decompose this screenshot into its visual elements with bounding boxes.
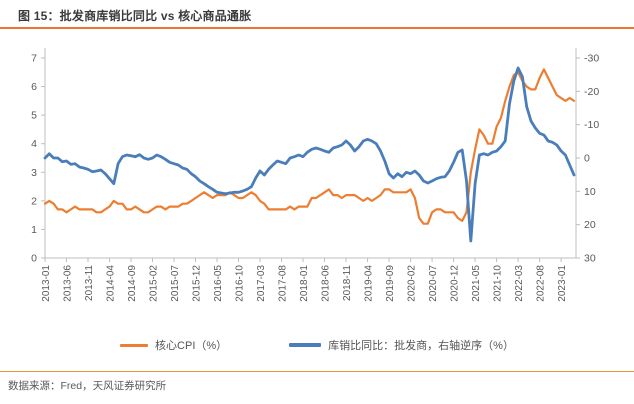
x-tick-label: 2018-06	[321, 265, 332, 302]
y-right-tick-label: 20	[584, 219, 596, 231]
y-left-tick-label: 0	[31, 253, 37, 265]
x-tick-label: 2022-08	[536, 265, 547, 302]
legend-swatch-core-cpi	[120, 343, 149, 347]
x-tick-label: 2016-05	[213, 265, 224, 302]
line-core-cpi	[43, 68, 576, 225]
y-axis-right-ticks: -30 -20 -10 0 10 20 30	[576, 53, 599, 265]
footer-rule	[0, 371, 634, 372]
y-left-tick-label: 6	[31, 81, 37, 93]
x-tick-label: 2019-09	[385, 265, 396, 302]
x-tick-label: 2019-04	[364, 265, 375, 302]
x-tick-label: 2021-05	[471, 265, 482, 302]
axes	[44, 48, 577, 259]
x-tick-label: 2013-01	[41, 265, 52, 302]
legend-label-core-cpi: 核心CPI（%）	[155, 340, 228, 352]
y-left-tick-label: 5	[31, 110, 37, 122]
series-lines	[43, 66, 576, 243]
y-right-tick-label: -20	[584, 86, 599, 98]
x-tick-label: 2013-11	[84, 265, 95, 301]
y-left-tick-label: 2	[31, 195, 37, 207]
y-left-tick-label: 3	[31, 167, 37, 179]
x-tick-label: 2020-02	[407, 265, 418, 302]
y-left-tick-label: 4	[31, 138, 37, 150]
x-tick-label: 2016-10	[235, 265, 246, 302]
y-right-tick-label: 30	[584, 253, 596, 265]
header-rule	[0, 27, 634, 29]
line-inventory-sales-yoy	[43, 66, 576, 243]
x-tick-label: 2015-07	[170, 265, 181, 302]
figure-title: 图 15：批发商库销比同比 vs 核心商品通胀	[18, 9, 252, 23]
x-tick-label: 2023-01	[557, 265, 568, 302]
y-right-tick-label: -10	[584, 119, 599, 131]
x-tick-label: 2014-09	[127, 265, 138, 302]
y-left-tick-label: 1	[31, 224, 37, 236]
x-axis-ticks: 2013-01 2013-06 2013-11 2014-04 2014-09 2015-…	[41, 258, 568, 302]
y-right-tick-label: 10	[584, 186, 596, 198]
x-tick-label: 2018-11	[342, 265, 353, 301]
y-axis-left-ticks: 0 1 2 3 4 5 6 7	[31, 53, 45, 265]
x-tick-label: 2020-12	[450, 265, 461, 302]
x-tick-label: 2017-08	[278, 265, 289, 302]
x-tick-label: 2013-06	[63, 265, 74, 302]
x-tick-label: 2015-12	[192, 265, 203, 302]
x-tick-label: 2018-01	[299, 265, 310, 302]
legend-item-core-cpi: 核心CPI（%）	[120, 337, 227, 353]
y-right-tick-label: 0	[584, 153, 590, 165]
y-left-tick-label: 7	[31, 53, 37, 65]
legend-swatch-inventory-sales	[289, 343, 322, 347]
x-tick-label: 2017-03	[256, 265, 267, 302]
x-tick-label: 2020-07	[428, 265, 439, 302]
legend-label-inventory-sales: 库销比同比：批发商，右轴逆序（%）	[328, 340, 514, 352]
y-right-tick-label: -30	[584, 53, 599, 65]
x-tick-label: 2015-02	[149, 265, 160, 302]
data-source: 数据来源：Fred，天风证券研究所	[8, 380, 167, 392]
x-tick-label: 2022-03	[514, 265, 525, 302]
chart-legend: 核心CPI（%） 库销比同比：批发商，右轴逆序（%）	[0, 337, 634, 353]
x-tick-label: 2021-10	[493, 265, 504, 302]
x-tick-label: 2014-04	[106, 265, 117, 302]
legend-item-inventory-sales: 库销比同比：批发商，右轴逆序（%）	[289, 337, 514, 353]
